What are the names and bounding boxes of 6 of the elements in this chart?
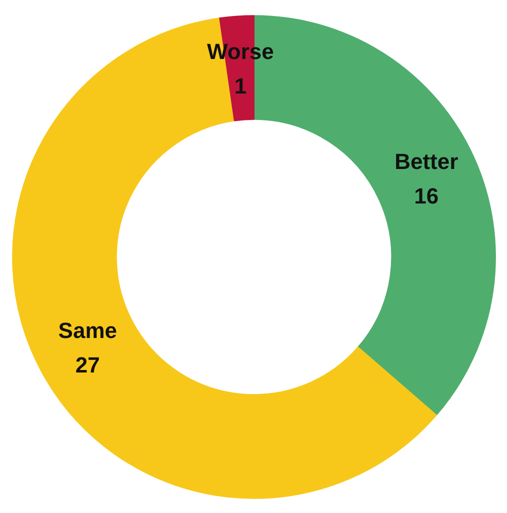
slice-label: Same — [58, 318, 118, 344]
data-label: 16 — [414, 183, 439, 208]
data-label: 1 — [234, 73, 247, 98]
slice-label: Better — [394, 149, 459, 174]
data-label: 27 — [75, 352, 100, 378]
slice-label: Worse — [207, 39, 274, 64]
